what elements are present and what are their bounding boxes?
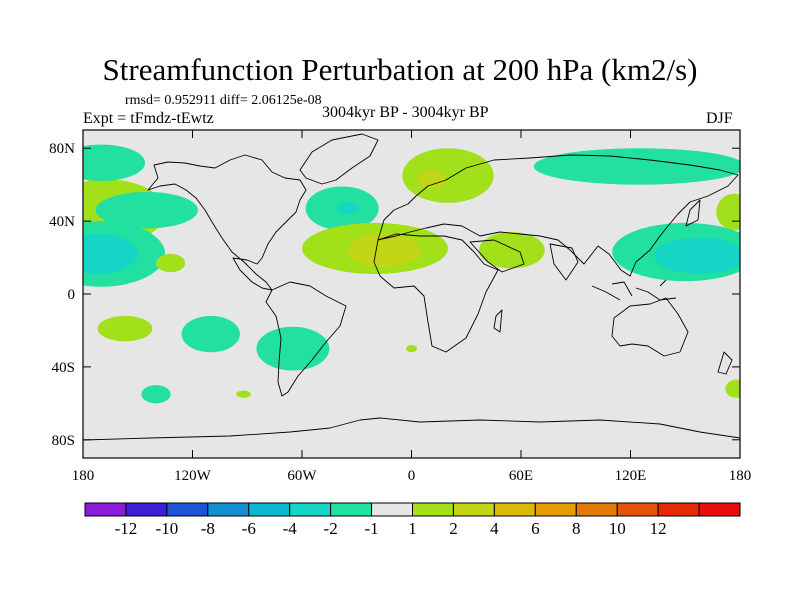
stats-label: rmsd= 0.952911 diff= 2.06125e-08 [125, 93, 322, 108]
colorbar-swatch [371, 502, 413, 517]
colorbar-swatch [166, 502, 209, 517]
y-tick-label: 80S [52, 433, 75, 449]
x-tick-label: 60E [509, 468, 533, 484]
colorbar-label: 12 [650, 519, 667, 538]
x-tick-label: 120E [615, 468, 647, 484]
coast-japan [685, 199, 701, 227]
coast-africa [373, 233, 499, 353]
colorbar-swatch [412, 502, 454, 517]
colorbar-swatch [207, 502, 250, 517]
coast-australia [611, 297, 689, 357]
y-tick-label: 40S [52, 360, 75, 376]
colorbar-swatch [248, 502, 291, 517]
colorbar-label: -10 [156, 519, 179, 538]
anomaly-region [336, 202, 359, 214]
colorbar-swatch [125, 502, 168, 517]
colorbar-label: 2 [449, 519, 458, 538]
x-tick-label: 180 [72, 468, 95, 484]
colorbar-label: 1 [408, 519, 417, 538]
anomaly-region [83, 233, 138, 274]
anomaly-region [716, 193, 740, 231]
colorbar-swatch [698, 502, 741, 517]
anomaly-region [416, 170, 447, 189]
coast-eurasia [377, 154, 739, 277]
axis-ticks: 180 120W 60W 0 60E 120E 180 80N 40N 0 40S 80S [49, 130, 751, 484]
colorbar-label: 8 [572, 519, 581, 538]
coast-south-america [265, 281, 347, 397]
anomaly-contours [83, 144, 740, 404]
colorbar-swatch [657, 502, 700, 517]
anomaly-region [347, 233, 421, 267]
season-label: DJF [706, 110, 733, 127]
y-tick-label: 0 [68, 287, 76, 303]
anomaly-region [533, 148, 740, 185]
colorbar-label: -2 [324, 519, 338, 538]
anomaly-region [141, 385, 171, 404]
x-tick-label: 120W [174, 468, 212, 484]
coast-greenland [299, 133, 379, 185]
anomaly-region [156, 253, 186, 273]
x-tick-label: 180 [729, 468, 752, 484]
coast-antarctica [83, 417, 740, 441]
colorbar-swatch [575, 502, 618, 517]
anomaly-region [402, 148, 494, 203]
experiment-label: Expt = tFmdz-tEwtz [83, 110, 214, 127]
colorbar-label: 4 [490, 519, 499, 538]
y-tick-label: 80N [49, 141, 75, 157]
colorbar-swatch [330, 502, 373, 517]
anomaly-region [654, 237, 740, 274]
colorbar-label: -1 [364, 519, 378, 538]
colorbar: -12 -10 -8 -6 -4 -2 -1 1 2 4 6 8 10 12 [84, 502, 741, 538]
anomaly-region [83, 144, 146, 182]
colorbar-label: -8 [201, 519, 215, 538]
coast-maritime [591, 279, 677, 301]
coast-north-america [147, 154, 307, 291]
anomaly-region [256, 326, 330, 371]
chart-title: Streamfunction Perturbation at 200 hPa (… [102, 52, 698, 87]
coast-arabia [469, 239, 525, 273]
anomaly-region [725, 379, 740, 398]
anomaly-region [97, 315, 153, 342]
colorbar-label: -6 [242, 519, 256, 538]
period-label: 3004kyr BP - 3004kyr BP [322, 104, 489, 121]
coast-new-zealand [717, 351, 733, 375]
colorbar-label: 10 [609, 519, 626, 538]
colorbar-swatch [493, 502, 536, 517]
anomaly-region [406, 345, 417, 353]
colorbar-label: 6 [531, 519, 540, 538]
colorbar-swatch [84, 502, 127, 517]
colorbar-label: -4 [283, 519, 298, 538]
anomaly-region [95, 191, 198, 229]
y-tick-label: 40N [49, 214, 75, 230]
x-tick-label: 60W [287, 468, 317, 484]
colorbar-label: -12 [115, 519, 138, 538]
coastlines [83, 133, 740, 441]
coast-india [549, 243, 579, 281]
anomaly-region [181, 315, 240, 353]
colorbar-swatch [452, 502, 495, 517]
colorbar-swatch [534, 502, 577, 517]
anomaly-region [236, 390, 251, 398]
coast-madagascar [493, 309, 503, 333]
colorbar-swatch [616, 502, 659, 517]
colorbar-swatch [289, 502, 332, 517]
x-tick-label: 0 [408, 468, 416, 484]
